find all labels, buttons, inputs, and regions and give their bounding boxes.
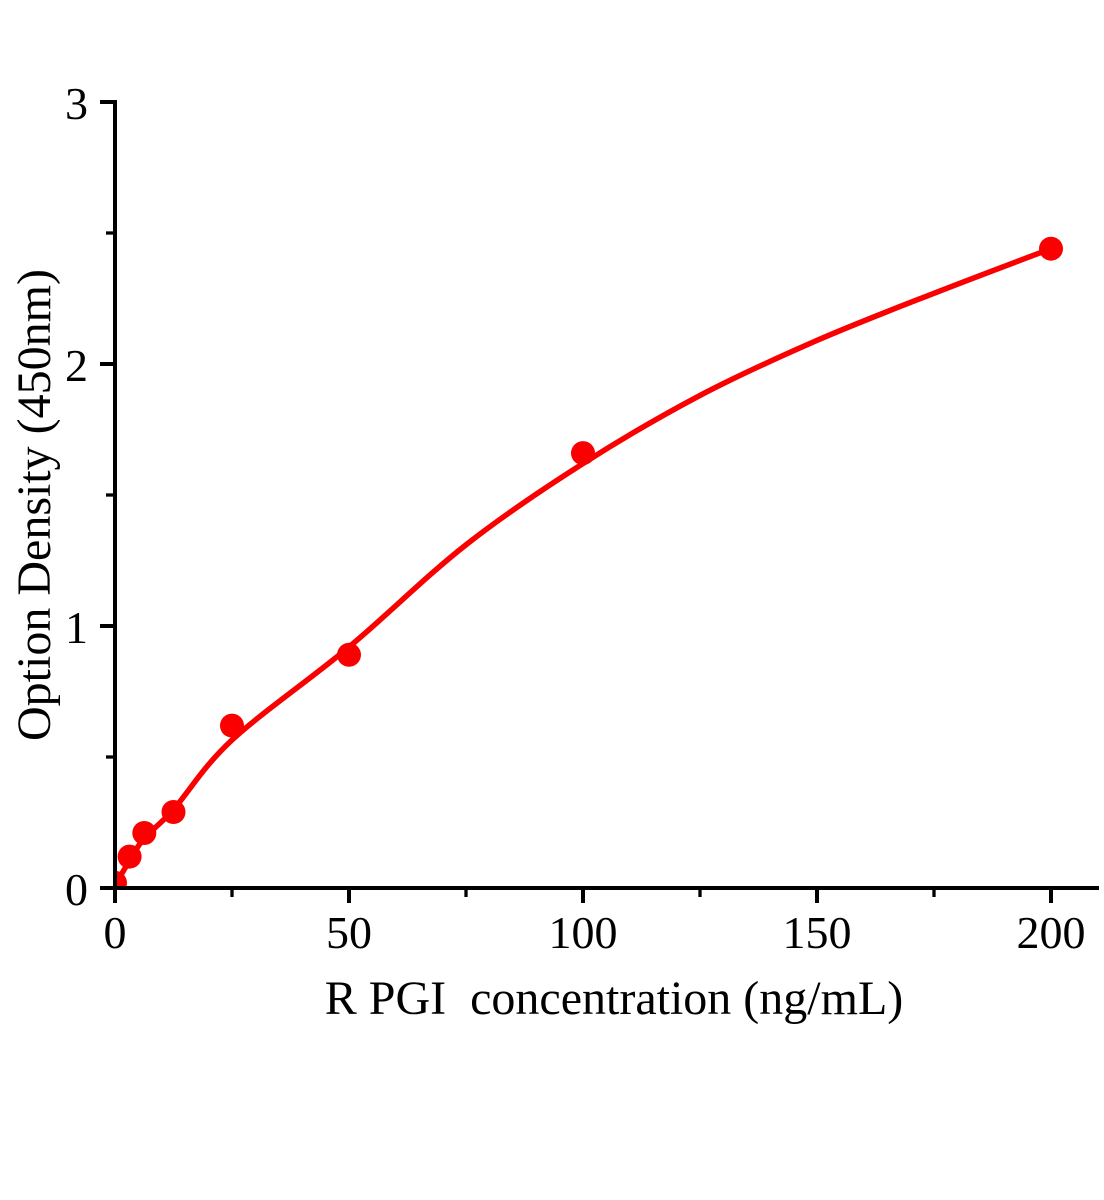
data-point <box>337 642 361 667</box>
x-tick-label: 100 <box>549 907 618 958</box>
data-point <box>220 713 244 738</box>
data-point <box>117 844 142 869</box>
y-tick-label: 1 <box>65 602 88 653</box>
data-point <box>161 800 186 824</box>
x-tick-label: 0 <box>104 907 127 958</box>
data-point <box>117 870 127 886</box>
x-tick-label: 150 <box>783 907 852 958</box>
x-tick-label: 200 <box>1017 907 1086 958</box>
clipped-data-layer <box>117 236 1063 886</box>
data-point <box>1039 236 1063 261</box>
data-point <box>571 441 595 466</box>
plot-area: 0 50 100 150 200 0 1 2 3 <box>65 78 1099 958</box>
y-axis-title: Option Density (450nm) <box>8 269 61 741</box>
data-point <box>132 821 157 845</box>
fitted-curve <box>117 245 1054 886</box>
x-axis-title: R PGI concentration (ng/mL) <box>325 972 904 1025</box>
x-tick-label: 50 <box>326 907 372 958</box>
y-tick-label: 0 <box>65 864 88 915</box>
y-tick-label: 2 <box>65 340 88 391</box>
y-tick-label: 3 <box>65 78 88 129</box>
